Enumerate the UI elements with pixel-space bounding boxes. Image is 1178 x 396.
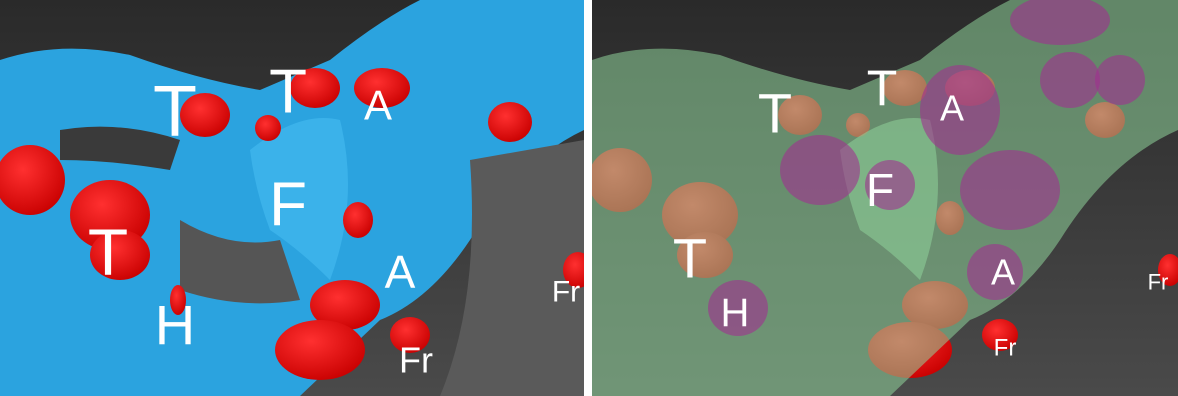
label: A [385, 246, 416, 298]
label: H [155, 294, 195, 357]
label: T [867, 60, 898, 116]
label: F [269, 171, 307, 240]
label: T [269, 58, 307, 127]
label: T [758, 82, 792, 145]
right-panel: T T A F T H A Fr Fr [588, 0, 1178, 396]
label: H [721, 291, 750, 335]
label: Fr [1148, 270, 1169, 295]
label: F [866, 164, 894, 216]
label: T [153, 72, 197, 152]
label: Fr [552, 276, 580, 309]
left-panel: T T A F T H A Fr Fr [0, 0, 593, 396]
figure: T T A F T H A Fr Fr T [0, 0, 1178, 396]
label: A [991, 252, 1015, 293]
label: Fr [399, 340, 433, 381]
label: A [364, 82, 392, 129]
label: Fr [994, 335, 1017, 362]
label: A [940, 88, 964, 129]
label: T [88, 215, 128, 289]
label: T [673, 227, 707, 290]
